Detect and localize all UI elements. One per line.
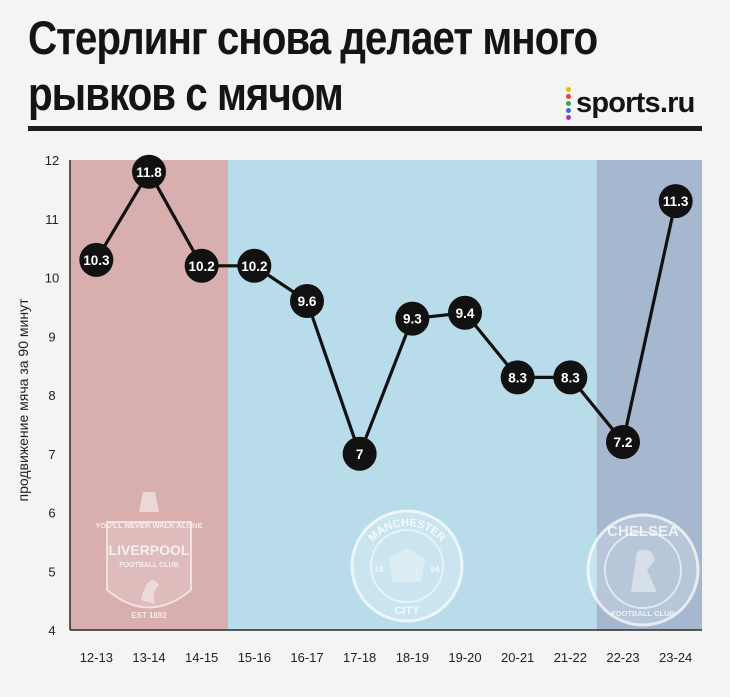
- y-tick-label: 4: [48, 623, 55, 638]
- x-tick-label: 15-16: [238, 650, 271, 665]
- title-line-2: рывков с мячом: [28, 67, 344, 120]
- x-tick-label: 20-21: [501, 650, 534, 665]
- brand-logo: sports.ru: [566, 85, 695, 121]
- crest-inner-ring: [604, 531, 682, 609]
- data-label: 10.3: [83, 253, 110, 268]
- brand-dot: [566, 86, 571, 92]
- brand-dot: [566, 114, 571, 120]
- data-label: 11.3: [663, 194, 689, 209]
- y-tick-label: 6: [48, 506, 55, 521]
- crest-ring: [350, 509, 464, 623]
- title-divider: [28, 126, 702, 131]
- y-tick-label: 9: [48, 329, 55, 344]
- y-ticks: 4 5 6 7 8 9 10 11 12: [45, 153, 59, 638]
- ship-icon: [389, 548, 425, 582]
- y-tick-label: 5: [48, 564, 55, 579]
- data-label: 8.3: [561, 370, 580, 385]
- data-label: 10.2: [189, 259, 215, 274]
- brand-name: sports.ru: [576, 86, 695, 119]
- lion-icon: [631, 549, 657, 592]
- crest-gate: [139, 492, 159, 512]
- y-tick-label: 11: [45, 212, 59, 227]
- data-point: [448, 295, 482, 330]
- chelsea-crest-icon: CHELSEA FOOTBALL CLUB: [586, 513, 700, 627]
- x-tick-label: 22-23: [606, 650, 639, 665]
- y-tick-label: 7: [48, 447, 55, 462]
- x-tick-label: 19-20: [448, 650, 481, 665]
- crest-subtitle: FOOTBALL CLUB: [611, 609, 675, 618]
- x-tick-label: 18-19: [396, 650, 429, 665]
- crest-shield: [106, 521, 192, 609]
- data-point: [553, 360, 588, 395]
- x-tick-label: 23-24: [659, 650, 692, 665]
- brand-dot: [566, 107, 571, 113]
- data-point: [342, 436, 377, 471]
- club-band-manchester-city: [228, 160, 597, 630]
- club-bands: [70, 160, 702, 630]
- x-ticks: 12-13 13-14 14-15 15-16 16-17 17-18 18-19 19-20…: [80, 650, 693, 665]
- brand-dot: [566, 93, 571, 99]
- data-point: [79, 242, 114, 277]
- data-point: [395, 301, 430, 336]
- club-band-liverpool: [70, 160, 228, 630]
- x-tick-label: 12-13: [80, 650, 113, 665]
- data-point: [500, 360, 535, 395]
- brand-dot: [566, 100, 571, 106]
- data-label: 7: [356, 447, 364, 462]
- crest-name: LIVERPOOL: [109, 542, 190, 558]
- y-tick-label: 10: [45, 271, 59, 286]
- crest-motto: YOU'LL NEVER WALK ALONE: [95, 521, 202, 530]
- data-label: 11.8: [136, 165, 162, 180]
- data-label: 9.3: [403, 312, 422, 327]
- club-band-chelsea: [596, 160, 702, 630]
- data-label: 9.6: [298, 294, 317, 309]
- x-tick-label: 17-18: [343, 650, 376, 665]
- x-tick-label: 13-14: [132, 650, 165, 665]
- crest-city: CITY: [394, 605, 420, 617]
- brand-dots-icon: [566, 86, 571, 120]
- data-label: 9.4: [456, 306, 475, 321]
- crest-year-right: 94: [431, 565, 440, 574]
- crest-est: EST 1892: [131, 611, 167, 620]
- data-label: 8.3: [508, 370, 527, 385]
- data-point: [658, 184, 693, 219]
- crest-name: CHELSEA: [607, 523, 679, 540]
- liverpool-crest-icon: YOU'LL NEVER WALK ALONE LIVERPOOL FOOTBALL…: [95, 492, 203, 620]
- data-point: [237, 248, 272, 283]
- title-line-1: Стерлинг снова делает много: [28, 11, 598, 64]
- data-points: 10.3 11.8 10.2 10.2 9.6 7 9.3 9.4 8.3 8.3 7.2 11.3: [79, 154, 693, 471]
- x-tick-label: 14-15: [185, 650, 218, 665]
- x-tick-label: 21-22: [554, 650, 587, 665]
- crest-inner-ring: [370, 529, 444, 603]
- data-point: [290, 284, 324, 318]
- crest-subtitle: FOOTBALL CLUB: [119, 562, 178, 569]
- data-label: 7.2: [614, 435, 633, 450]
- y-tick-label: 12: [45, 153, 59, 168]
- y-tick-label: 8: [48, 388, 55, 403]
- data-point: [184, 248, 219, 283]
- data-point: [132, 154, 166, 189]
- axes: [69, 160, 702, 631]
- crest-year-left: 18: [375, 565, 384, 574]
- liver-bird-icon: [141, 580, 159, 604]
- data-point: [606, 425, 640, 459]
- club-logos: YOU'LL NEVER WALK ALONE LIVERPOOL FOOTBALL…: [95, 492, 700, 627]
- data-label: 10.2: [241, 259, 267, 274]
- x-tick-label: 16-17: [290, 650, 323, 665]
- chart-title: Стерлинг снова делает много рывков с мяч…: [28, 10, 598, 122]
